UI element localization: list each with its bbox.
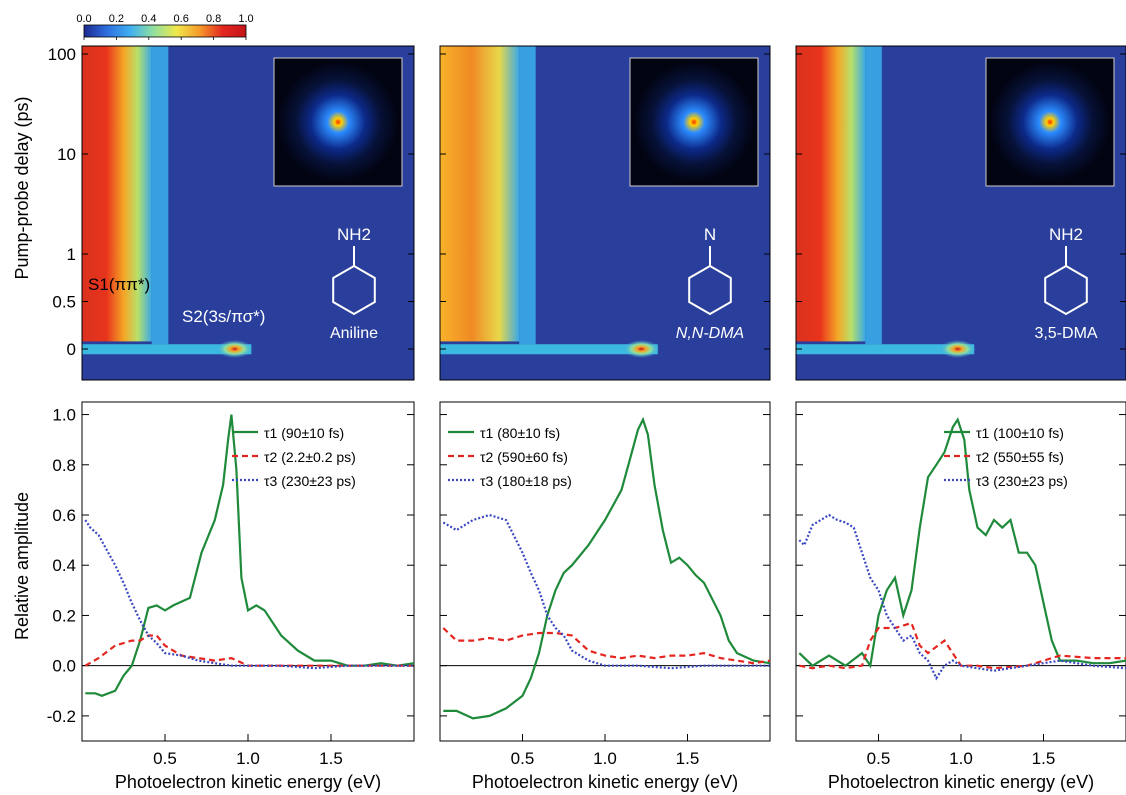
legend-label: τ3 (230±23 ps) [976, 473, 1068, 489]
xtick-label: 1.0 [236, 749, 260, 768]
series-line-tau3 [84, 519, 414, 670]
legend-label: τ1 (100±10 fs) [976, 425, 1064, 441]
time-zero-ridge [440, 344, 658, 355]
legend-label: τ1 (90±10 fs) [264, 425, 344, 441]
series-line-tau2 [84, 634, 414, 667]
colorbar-gradient [83, 24, 247, 38]
molecule-name: N,N-DMA [676, 325, 744, 342]
ytick-label: 1.0 [52, 406, 76, 425]
plot-frame [795, 401, 1126, 742]
xtick-label: 1.5 [1032, 749, 1056, 768]
heatmap-ytick-label: 100 [48, 45, 76, 64]
amine-group-label: N [704, 225, 716, 244]
series-line-tau1 [443, 416, 771, 720]
series-line-tau3 [442, 513, 770, 670]
colorbar-tick-label: 1.0 [238, 13, 253, 25]
heatmap-ytick-label: 0.5 [52, 293, 76, 312]
benzene-ring [688, 264, 732, 316]
xtick-label: 0.5 [511, 749, 535, 768]
amplitude-panel: 1.0 0.8 0.6 0.4 0.2 0.0 -0.2 0.5 1.0 1.5 Photoelec… [47, 401, 415, 792]
series-line-tau1 [85, 414, 415, 697]
heatmap-panel: NH2 Aniline 100 10 1 0.5 0 [48, 45, 415, 381]
heatmap-ytick-label: 1 [67, 245, 76, 264]
ytick-label: 0.6 [52, 506, 76, 525]
s2-peak [216, 340, 253, 358]
amplitude-panel: 0.5 1.0 1.5 Photoelectron kinetic energy (e… [795, 401, 1126, 792]
s1-band-edge [151, 46, 169, 345]
heatmap-frame [795, 45, 1126, 381]
legend-label: τ2 (590±60 fs) [480, 449, 568, 465]
xtick-label: 0.5 [867, 749, 891, 768]
line-ylabel: Relative amplitude [12, 492, 32, 640]
ytick-label: 0.2 [52, 606, 76, 625]
ytick-label: 0.0 [52, 657, 76, 676]
colorbar-tick-label: 0.2 [109, 13, 124, 25]
colorbar-tick-label: 0.6 [174, 13, 189, 25]
legend-label: τ2 (550±55 fs) [976, 449, 1064, 465]
time-zero-ridge [82, 344, 252, 355]
heatmap-frame [439, 45, 771, 381]
heatmap-panel: NH2 3,5-DMA [795, 45, 1126, 381]
time-zero-ridge [796, 344, 975, 355]
amine-group-label: NH2 [337, 225, 371, 244]
xtick-label: 0.5 [153, 749, 177, 768]
heatmap-ylabel: Pump-probe delay (ps) [12, 96, 32, 279]
molecule-name: 3,5-DMA [1034, 325, 1097, 342]
s1-band-edge [865, 46, 882, 345]
ytick-label: -0.2 [47, 707, 76, 726]
amplitude-panel: 0.5 1.0 1.5 Photoelectron kinetic energy (e… [439, 401, 771, 792]
xtick-label: 1.5 [676, 749, 700, 768]
heatmap-panels: NH2 Aniline 100 10 1 0.5 0 N N,N-DMA NH2 3,5-DMA S1… [48, 45, 1126, 381]
s2-state-label: S2(3s/πσ*) [182, 307, 265, 326]
legend-label: τ1 (80±10 fs) [480, 425, 560, 441]
s1-band [82, 46, 152, 342]
series-line-tau1 [798, 417, 1126, 669]
xtick-label: 1.5 [319, 749, 343, 768]
s1-band-edge [519, 46, 536, 345]
benzene-ring [1044, 264, 1088, 316]
benzene-ring [332, 264, 376, 316]
ytick-label: 0.8 [52, 456, 76, 475]
s1-band [440, 46, 520, 342]
s2-peak [939, 340, 976, 358]
heatmap-ytick-label: 0 [67, 340, 76, 359]
xlabel: Photoelectron kinetic energy (eV) [472, 772, 738, 792]
legend-label: τ3 (180±18 ps) [480, 473, 572, 489]
colorbar-tick-label: 0.8 [206, 13, 221, 25]
ytick-label: 0.4 [52, 556, 76, 575]
colorbar: 0.0 0.2 0.4 0.6 0.8 1.0 [76, 13, 254, 40]
vmi-image [278, 62, 398, 182]
molecule-name: Aniline [330, 325, 378, 342]
colorbar-tick-label: 0.4 [141, 13, 156, 25]
heatmap-panel: N N,N-DMA [439, 45, 771, 381]
s1-band [796, 46, 866, 342]
colorbar-tick-label: 0.0 [76, 13, 91, 25]
s1-state-label: S1(ππ*) [88, 275, 150, 294]
legend-label: τ2 (2.2±0.2 ps) [264, 449, 356, 465]
xlabel: Photoelectron kinetic energy (eV) [828, 772, 1094, 792]
vmi-image [634, 62, 754, 182]
amplitude-panels: 1.0 0.8 0.6 0.4 0.2 0.0 -0.2 0.5 1.0 1.5 Photoelec… [47, 401, 1126, 792]
amine-group-label: NH2 [1049, 225, 1083, 244]
xlabel: Photoelectron kinetic energy (eV) [115, 772, 381, 792]
xtick-label: 1.0 [949, 749, 973, 768]
plot-frame [81, 401, 415, 742]
series-line-tau2 [442, 627, 771, 665]
vmi-image [990, 62, 1110, 182]
s2-peak [623, 340, 660, 358]
xtick-label: 1.0 [593, 749, 617, 768]
legend-label: τ3 (230±23 ps) [264, 473, 356, 489]
heatmap-frame [81, 45, 415, 381]
series-line-tau3 [798, 513, 1126, 681]
heatmap-ytick-label: 10 [57, 145, 76, 164]
